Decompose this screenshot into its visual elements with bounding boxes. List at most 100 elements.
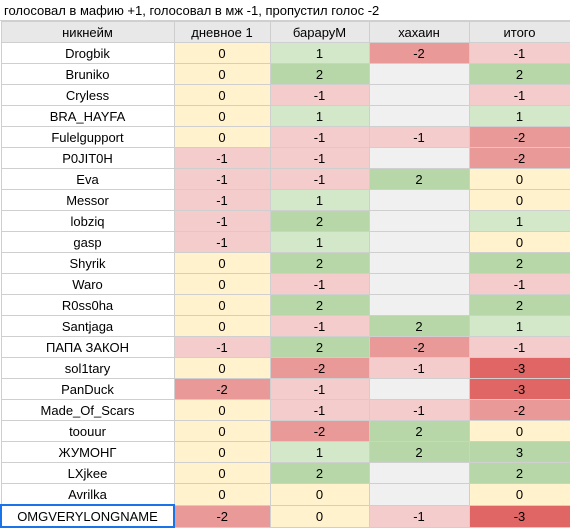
col2-cell[interactable]: 0 (269, 504, 370, 528)
col3-cell[interactable] (368, 84, 470, 106)
nickname-cell[interactable]: Made_Of_Scars (0, 399, 175, 421)
day1-cell[interactable]: 0 (173, 315, 271, 337)
nickname-cell[interactable]: Drogbik (0, 42, 175, 64)
nickname-cell[interactable]: P0JIT0H (0, 147, 175, 169)
col2-cell[interactable]: 1 (269, 231, 370, 253)
col2-cell[interactable]: 1 (269, 441, 370, 463)
total-cell[interactable]: 1 (468, 210, 570, 232)
col3-cell[interactable]: 2 (368, 420, 470, 442)
day1-cell[interactable]: 0 (173, 294, 271, 316)
col3-cell[interactable]: 2 (368, 441, 470, 463)
nickname-cell[interactable]: Bruniko (0, 63, 175, 85)
day1-cell[interactable]: 0 (173, 63, 271, 85)
total-cell[interactable]: 0 (468, 189, 570, 211)
col3-cell[interactable] (368, 273, 470, 295)
col3-cell[interactable] (368, 105, 470, 127)
col2-cell[interactable]: -1 (269, 147, 370, 169)
nickname-cell[interactable]: ПАПА ЗАКОН (0, 336, 175, 358)
day1-cell[interactable]: 0 (173, 420, 271, 442)
col3-cell[interactable] (368, 231, 470, 253)
header-col2[interactable]: бараруМ (269, 21, 370, 43)
col2-cell[interactable]: 2 (269, 336, 370, 358)
col3-cell[interactable]: 2 (368, 168, 470, 190)
col2-cell[interactable]: 2 (269, 462, 370, 484)
col2-cell[interactable]: 2 (269, 210, 370, 232)
col2-cell[interactable]: -1 (269, 84, 370, 106)
nickname-cell[interactable]: R0ss0ha (0, 294, 175, 316)
nickname-cell[interactable]: Shyrik (0, 252, 175, 274)
col3-cell[interactable]: -1 (368, 504, 470, 528)
nickname-cell[interactable]: OMGVERYLONGNAME (0, 504, 175, 528)
col2-cell[interactable]: -2 (269, 357, 370, 379)
col2-cell[interactable]: -1 (269, 315, 370, 337)
col3-cell[interactable] (368, 210, 470, 232)
col2-cell[interactable]: -1 (269, 399, 370, 421)
total-cell[interactable]: 0 (468, 420, 570, 442)
total-cell[interactable]: 0 (468, 231, 570, 253)
total-cell[interactable]: -1 (468, 84, 570, 106)
col3-cell[interactable] (368, 252, 470, 274)
col2-cell[interactable]: 1 (269, 42, 370, 64)
col3-cell[interactable] (368, 147, 470, 169)
col3-cell[interactable]: -1 (368, 126, 470, 148)
total-cell[interactable]: 2 (468, 294, 570, 316)
nickname-cell[interactable]: gasp (0, 231, 175, 253)
col2-cell[interactable]: 2 (269, 63, 370, 85)
col3-cell[interactable]: -2 (368, 42, 470, 64)
nickname-cell[interactable]: toouur (0, 420, 175, 442)
nickname-cell[interactable]: BRA_HAYFA (0, 105, 175, 127)
day1-cell[interactable]: -1 (173, 231, 271, 253)
total-cell[interactable]: -1 (468, 273, 570, 295)
day1-cell[interactable]: 0 (173, 441, 271, 463)
total-cell[interactable]: 1 (468, 315, 570, 337)
day1-cell[interactable]: 0 (173, 273, 271, 295)
total-cell[interactable]: -3 (468, 504, 570, 528)
col3-cell[interactable] (368, 63, 470, 85)
total-cell[interactable]: 3 (468, 441, 570, 463)
total-cell[interactable]: -3 (468, 357, 570, 379)
total-cell[interactable]: 1 (468, 105, 570, 127)
col2-cell[interactable]: 2 (269, 252, 370, 274)
nickname-cell[interactable]: sol1tary (0, 357, 175, 379)
nickname-cell[interactable]: Fulelgupport (0, 126, 175, 148)
total-cell[interactable]: -3 (468, 378, 570, 400)
total-cell[interactable]: -1 (468, 42, 570, 64)
col2-cell[interactable]: 1 (269, 105, 370, 127)
col2-cell[interactable]: 2 (269, 294, 370, 316)
day1-cell[interactable]: 0 (173, 84, 271, 106)
total-cell[interactable]: -1 (468, 336, 570, 358)
day1-cell[interactable]: -2 (173, 378, 271, 400)
col2-cell[interactable]: -1 (269, 168, 370, 190)
total-cell[interactable]: 0 (468, 483, 570, 506)
nickname-cell[interactable]: lobziq (0, 210, 175, 232)
day1-cell[interactable]: 0 (173, 357, 271, 379)
nickname-cell[interactable]: Avrilka (0, 483, 175, 506)
day1-cell[interactable]: -1 (173, 168, 271, 190)
col2-cell[interactable]: 0 (269, 483, 370, 506)
header-total[interactable]: итого (468, 21, 570, 43)
day1-cell[interactable]: 0 (173, 105, 271, 127)
nickname-cell[interactable]: Santjaga (0, 315, 175, 337)
nickname-cell[interactable]: ЖУМОНГ (0, 441, 175, 463)
nickname-cell[interactable]: Messor (0, 189, 175, 211)
day1-cell[interactable]: -1 (173, 147, 271, 169)
total-cell[interactable]: 2 (468, 462, 570, 484)
day1-cell[interactable]: -2 (173, 504, 271, 528)
nickname-cell[interactable]: Waro (0, 273, 175, 295)
day1-cell[interactable]: -1 (173, 210, 271, 232)
col2-cell[interactable]: 1 (269, 189, 370, 211)
col2-cell[interactable]: -1 (269, 126, 370, 148)
total-cell[interactable]: -2 (468, 126, 570, 148)
nickname-cell[interactable]: Eva (0, 168, 175, 190)
day1-cell[interactable]: 0 (173, 42, 271, 64)
col3-cell[interactable] (368, 189, 470, 211)
day1-cell[interactable]: 0 (173, 126, 271, 148)
nickname-cell[interactable]: Cryless (0, 84, 175, 106)
total-cell[interactable]: 0 (468, 168, 570, 190)
col3-cell[interactable]: -1 (368, 399, 470, 421)
nickname-cell[interactable]: PanDuck (0, 378, 175, 400)
total-cell[interactable]: -2 (468, 147, 570, 169)
col3-cell[interactable]: -1 (368, 357, 470, 379)
col3-cell[interactable]: -2 (368, 336, 470, 358)
col3-cell[interactable] (368, 462, 470, 484)
